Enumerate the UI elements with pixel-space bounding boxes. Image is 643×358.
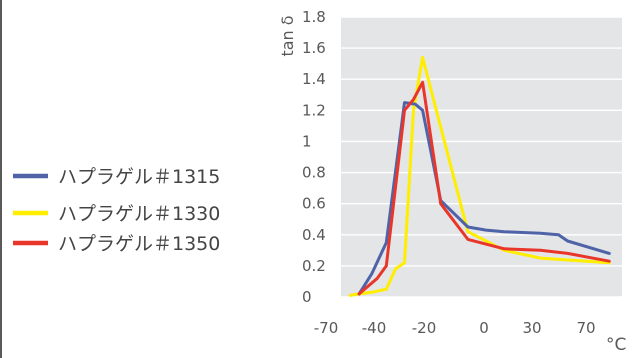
y-axis-label: tan δ bbox=[278, 15, 297, 56]
x-tick-label: 30 bbox=[522, 319, 541, 337]
legend-label-2: ハプラゲル＃1330 bbox=[58, 203, 220, 225]
y-tick-label: 1.4 bbox=[302, 70, 326, 88]
legend: ハプラゲル＃1315 ハプラゲル＃1330 ハプラゲル＃1350 bbox=[13, 166, 220, 255]
series-line-2 bbox=[348, 55, 611, 297]
x-tick-label: 0 bbox=[479, 319, 489, 337]
series-line-1 bbox=[357, 101, 611, 296]
y-tick-label: 0.8 bbox=[302, 164, 326, 182]
y-tick-label: 1.2 bbox=[302, 101, 326, 119]
legend-label-1: ハプラゲル＃1315 bbox=[58, 166, 220, 188]
y-tick-label: 0.4 bbox=[302, 226, 326, 244]
x-tick-label: 70 bbox=[576, 319, 595, 337]
y-tick-labels: 0 0.2 0.4 0.6 0.8 1 1.2 1.4 1.6 1.8 bbox=[302, 8, 326, 306]
x-axis-unit: °C bbox=[606, 335, 626, 355]
x-tick-label: -70 bbox=[314, 319, 339, 337]
left-border bbox=[0, 0, 2, 358]
x-tick-label: -20 bbox=[412, 319, 437, 337]
y-tick-label: 0.2 bbox=[302, 257, 326, 275]
x-tick-labels: -70 -40 -20 0 30 70 bbox=[314, 319, 596, 337]
x-tick-label: -40 bbox=[362, 319, 387, 337]
series-line-3 bbox=[357, 80, 611, 296]
y-tick-label: 1.8 bbox=[302, 8, 326, 26]
series-lines bbox=[348, 55, 611, 297]
y-tick-label: 0.6 bbox=[302, 195, 326, 213]
y-tick-label: 0 bbox=[302, 288, 312, 306]
y-tick-label: 1.6 bbox=[302, 39, 326, 57]
y-tick-label: 1 bbox=[302, 132, 312, 150]
legend-label-3: ハプラゲル＃1350 bbox=[58, 233, 220, 255]
